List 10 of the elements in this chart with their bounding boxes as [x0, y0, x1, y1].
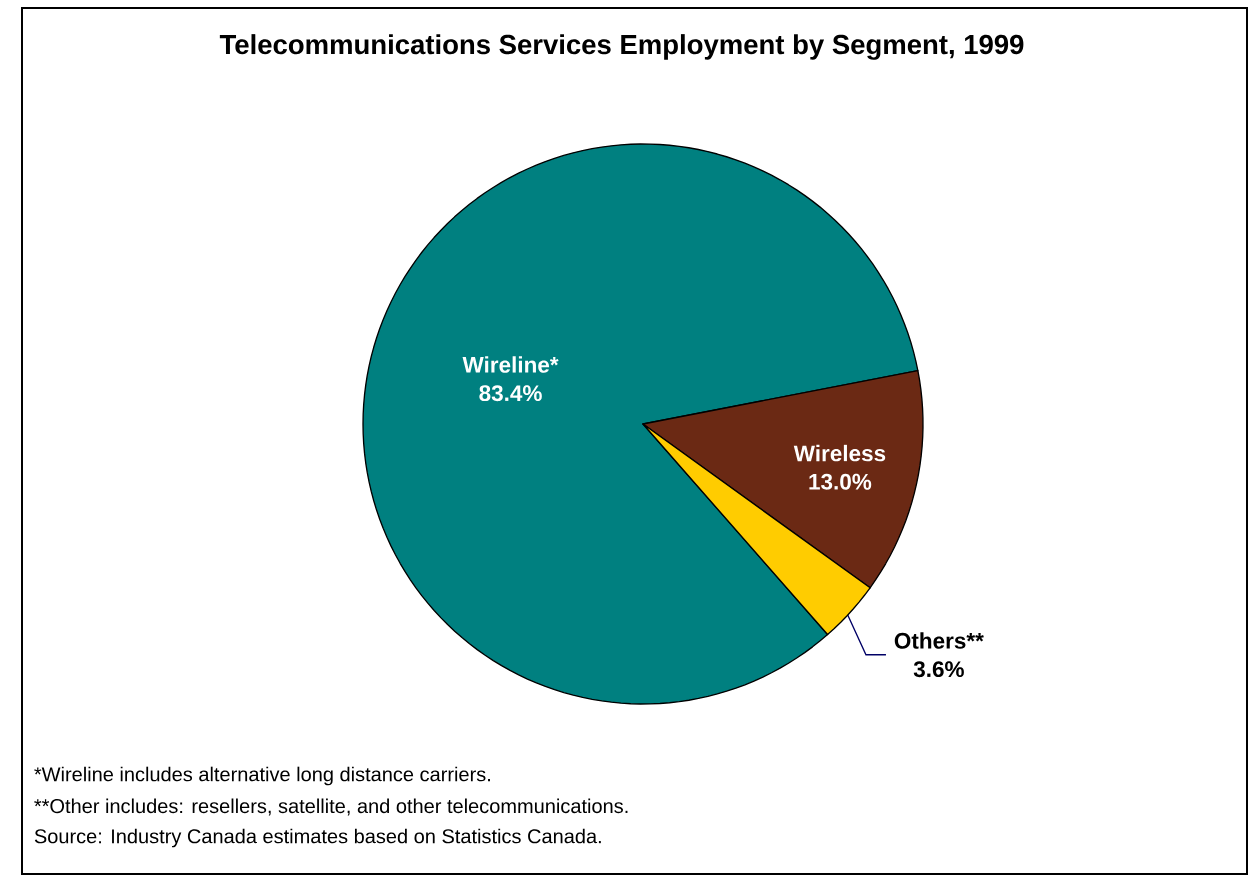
- text: *Wireline includes alternative long distance carriers.: [34, 766, 490, 786]
- text: **Other includes: resellers, satellite, and other telecommunications.: [34, 798, 628, 816]
- slice-label: Others**: [894, 632, 984, 649]
- chart-title: Telecommunications Services Employment by Segment, 1999: [219, 34, 1024, 60]
- data-label: 3.6%: [913, 661, 964, 678]
- data-label: 13.0%: [809, 473, 872, 490]
- slice-label: Wireless: [793, 444, 886, 462]
- data-label: 83.4%: [479, 385, 542, 402]
- source-note: Source: Industry Canada estimates based on Statistics Canada.: [34, 828, 601, 848]
- slice-label: Wireline*: [462, 356, 559, 373]
